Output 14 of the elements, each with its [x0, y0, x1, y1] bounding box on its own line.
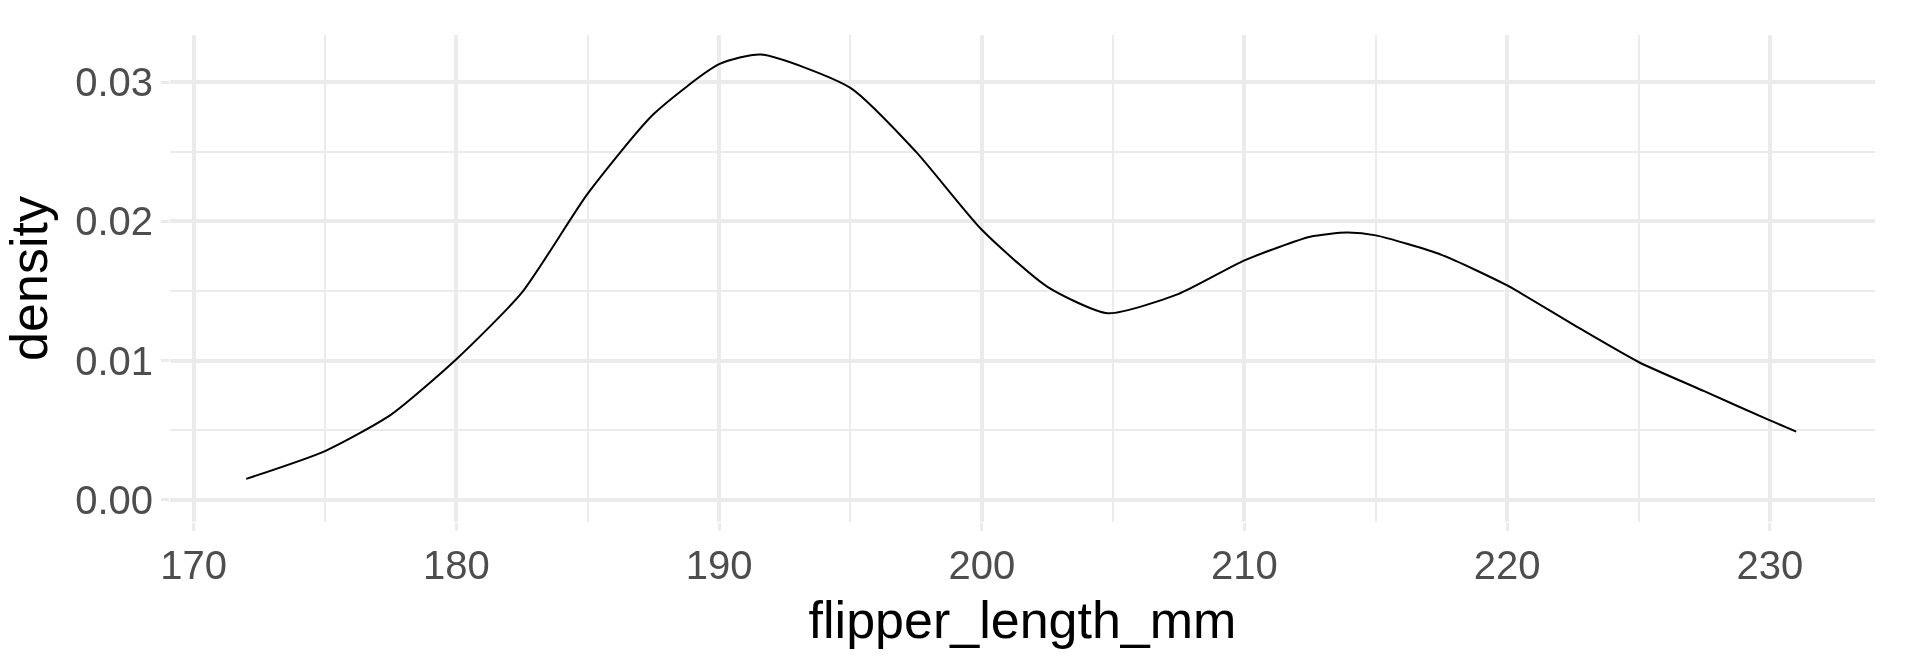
- x-tick-label: 200: [948, 543, 1016, 587]
- x-tick-label: 230: [1736, 543, 1804, 587]
- line-series: [245, 53, 1798, 480]
- x-tick-label: 180: [422, 543, 490, 587]
- y-tick-label: 0.01: [75, 338, 153, 383]
- x-tick-label: 190: [685, 543, 753, 587]
- x-tick-label: 220: [1473, 543, 1541, 587]
- y-tick-label: 0.03: [75, 60, 153, 105]
- x-axis-title: flipper_length_mm: [808, 590, 1237, 649]
- y-axis-title: density: [0, 196, 58, 361]
- x-tick-label: 210: [1211, 543, 1278, 587]
- x-tick-label: 170: [160, 543, 228, 587]
- y-tick-label: 0.00: [75, 477, 153, 522]
- y-tick-label: 0.02: [75, 199, 153, 244]
